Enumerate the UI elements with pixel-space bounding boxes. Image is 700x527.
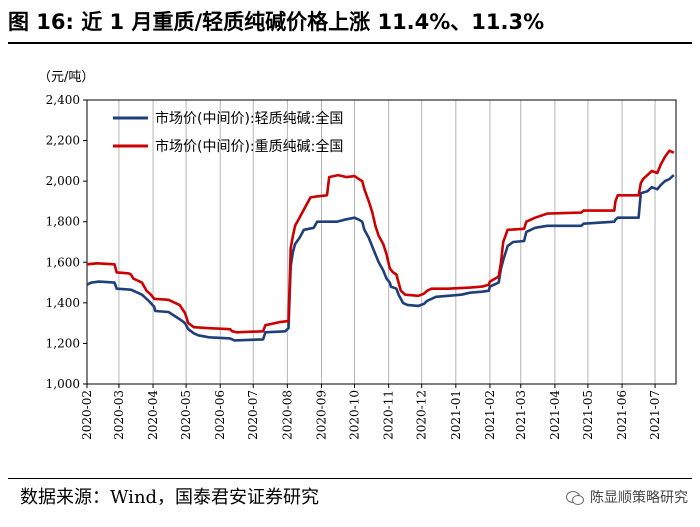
figure-title: 图 16: 近 1 月重质/轻质纯碱价格上涨 11.4%、11.3% [8,10,545,34]
series-group [86,149,675,342]
x-tick-label: 2021-07 [648,390,662,440]
y-unit-label: （元/吨） [38,70,95,85]
brand-name: 陈显顺策略研究 [590,490,688,506]
x-tick-label: 2020-10 [348,390,362,440]
x-tick-label: 2021-04 [548,390,562,440]
x-tick-label: 2020-03 [112,390,126,440]
axes: 2020-02 2020-03 2020-04 2020-05 2020-06 2020-… [46,93,677,440]
y-tick-label: 2,000 [46,174,80,188]
x-tick-label: 2021-01 [449,390,463,440]
x-tick-label: 2020-07 [246,390,260,440]
y-tick-label: 1,000 [46,377,80,391]
x-tick-label: 2020-05 [179,390,193,440]
x-tick-label: 2020-02 [80,390,94,440]
x-tick-label: 2020-04 [146,390,160,440]
price-line-chart: 2020-02 2020-03 2020-04 2020-05 2020-06 2020-… [46,93,677,440]
data-source: 数据来源：Wind，国泰君安证券研究 [20,487,320,508]
x-tick-label: 2020-11 [382,390,396,440]
x-tick-label: 2020-08 [280,390,294,440]
title-rule [8,42,692,44]
y-tick-label: 2,200 [46,134,80,148]
y-tick-label: 1,600 [46,255,80,269]
y-tick-label: 1,200 [46,336,80,350]
y-tick-label: 2,400 [46,93,80,107]
x-tick-label: 2020-09 [314,390,328,440]
y-tick-label: 1,800 [46,215,80,229]
brand-watermark: 陈显顺策略研究 [566,488,688,508]
x-tick-label: 2021-06 [615,390,629,440]
footer-rule [8,478,692,479]
x-tick-label: 2020-06 [213,390,227,440]
y-tick-label: 1,400 [46,296,80,310]
legend-label: 市场价(中间价):重质纯碱:全国 [155,138,343,155]
wechat-icon [566,490,584,506]
series-line-light-soda [86,174,675,342]
series-line-heavy-soda [86,149,675,334]
x-tick-label: 2021-02 [483,390,497,440]
x-tick-label: 2021-05 [581,390,595,440]
x-tick-label: 2020-12 [415,390,429,440]
plot-frame [86,99,677,385]
x-tick-label: 2021-03 [514,390,528,440]
legend-label: 市场价(中间价):轻质纯碱:全国 [155,110,343,127]
